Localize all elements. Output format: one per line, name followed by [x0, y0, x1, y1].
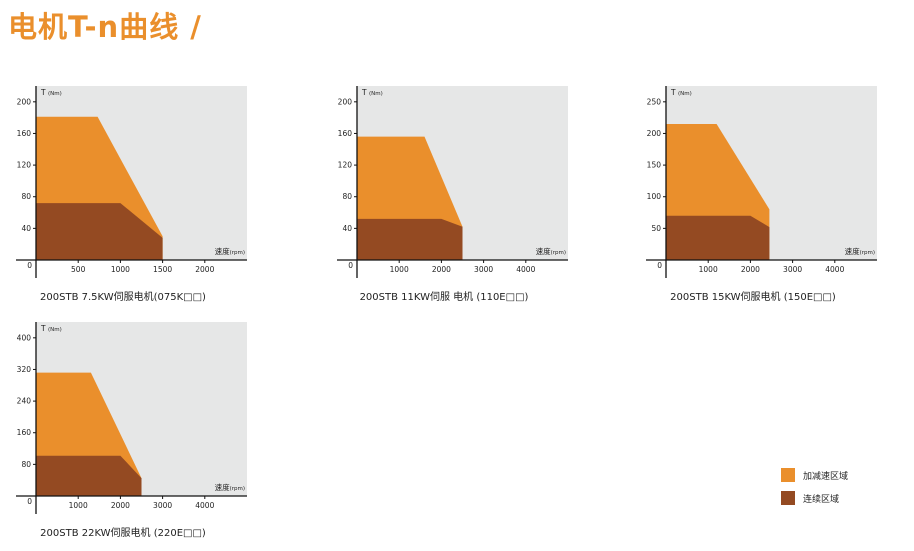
y-tick-label: 200: [338, 97, 353, 106]
legend-label-continuous: 连续区域: [803, 495, 840, 505]
x-tick-label: 1500: [153, 265, 172, 274]
x-axis-title: 速度(rpm): [845, 246, 875, 256]
y-tick-label: 200: [17, 97, 32, 106]
x-tick-label: 500: [71, 265, 86, 274]
y-tick-label: 120: [17, 161, 32, 170]
x-tick-label: 1000: [390, 265, 409, 274]
origin-label: 0: [27, 261, 32, 270]
chart-220e: 80 160 240 320 400 1000 2000 3000 4000 0 T (Nm) 速度(…: [8, 320, 258, 550]
origin-label: 0: [657, 261, 662, 270]
page-title: 电机T-n曲线 /: [8, 10, 202, 44]
x-axis-title: 速度(rpm): [215, 482, 245, 492]
area-continuous: [36, 455, 142, 496]
y-tick-label: 160: [338, 129, 353, 138]
x-tick-label: 4000: [195, 501, 214, 510]
x-tick-label: 2000: [195, 265, 214, 274]
x-axis-title: 速度(rpm): [215, 246, 245, 256]
x-tick-label: 1000: [699, 265, 718, 274]
x-tick-label: 4000: [825, 265, 844, 274]
y-tick-label: 400: [17, 333, 32, 342]
y-tick-label: 100: [647, 192, 662, 201]
chart-svg: 50 100 150 200 250 1000 2000 3000 4000 0 T (Nm) 速度(…: [646, 86, 877, 278]
area-continuous: [666, 215, 770, 260]
y-tick-label: 160: [17, 129, 32, 138]
chart-110e: 40 80 120 160 200 1000 2000 3000 4000 0 T (Nm) 速度(r…: [329, 84, 579, 314]
y-tick-label: 320: [17, 365, 32, 374]
x-tick-label: 1000: [111, 265, 130, 274]
y-tick-label: 80: [21, 192, 31, 201]
chart-svg: 40 80 120 160 200 1000 2000 3000 4000 0 T (Nm) 速度(r…: [337, 86, 568, 278]
chart-caption: 200STB 22KW伺服电机 (220E□□): [40, 528, 206, 539]
chart-075k: 40 80 120 160 200 500 1000 1500 2000 0 T (Nm) 速度(rp…: [8, 84, 258, 314]
x-axis-title: 速度(rpm): [536, 246, 566, 256]
x-tick-label: 2000: [111, 501, 130, 510]
area-continuous: [36, 203, 163, 260]
y-axis-title: T (Nm): [40, 324, 62, 333]
y-tick-label: 40: [342, 224, 352, 233]
x-tick-label: 3000: [153, 501, 172, 510]
legend-label-accel: 加减速区域: [803, 472, 849, 482]
y-tick-label: 80: [342, 192, 352, 201]
area-continuous: [357, 218, 463, 260]
y-tick-label: 50: [651, 224, 661, 233]
legend-swatch-accel: [781, 468, 795, 482]
chart-caption: 200STB 15KW伺服电机 (150E□□): [670, 292, 836, 303]
y-tick-label: 40: [21, 224, 31, 233]
y-tick-label: 250: [647, 97, 662, 106]
y-axis-title: T (Nm): [670, 88, 692, 97]
y-axis-title: T (Nm): [40, 88, 62, 97]
x-tick-label: 2000: [432, 265, 451, 274]
y-tick-label: 120: [338, 161, 353, 170]
chart-caption: 200STB 11KW伺服 电机 (110E□□): [359, 292, 529, 303]
x-tick-label: 3000: [474, 265, 493, 274]
legend-swatch-continuous: [781, 491, 795, 505]
y-tick-label: 240: [17, 397, 32, 406]
x-tick-label: 4000: [516, 265, 535, 274]
origin-label: 0: [348, 261, 353, 270]
chart-svg: 80 160 240 320 400 1000 2000 3000 4000 0 T (Nm) 速度(…: [16, 322, 247, 514]
origin-label: 0: [27, 497, 32, 506]
x-tick-label: 1000: [69, 501, 88, 510]
y-tick-label: 150: [647, 161, 662, 170]
chart-svg: 40 80 120 160 200 500 1000 1500 2000 0 T (Nm) 速度(rp…: [16, 86, 247, 278]
y-tick-label: 200: [647, 129, 662, 138]
y-axis-title: T (Nm): [361, 88, 383, 97]
y-tick-label: 80: [21, 460, 31, 469]
chart-caption: 200STB 7.5KW伺服电机(075K□□): [40, 292, 206, 303]
y-tick-label: 160: [17, 428, 32, 437]
x-tick-label: 2000: [741, 265, 760, 274]
chart-150e: 50 100 150 200 250 1000 2000 3000 4000 0 T (Nm) 速度(…: [638, 84, 888, 314]
x-tick-label: 3000: [783, 265, 802, 274]
